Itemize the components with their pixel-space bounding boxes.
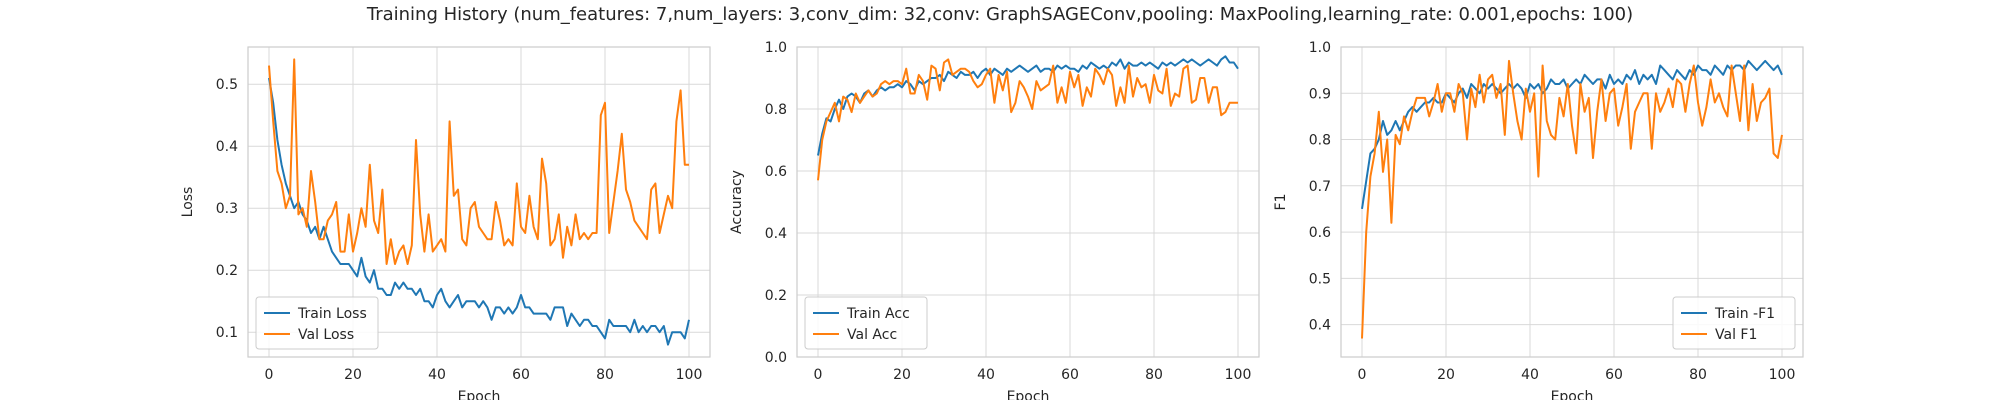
x-tick-label: 60 xyxy=(1061,367,1079,383)
x-axis-label: Epoch xyxy=(1007,389,1050,400)
x-tick-label: 20 xyxy=(893,367,911,383)
legend-label: Train Loss xyxy=(297,306,367,322)
x-tick-label: 80 xyxy=(1689,367,1707,383)
x-tick-label: 40 xyxy=(1521,367,1539,383)
x-tick-label: 100 xyxy=(676,367,703,383)
series-line-val xyxy=(1361,59,1783,339)
legend-box xyxy=(1672,296,1796,350)
chart-panel-1: 0 20 40 60 80 100 0.1 0.2 0.3 0.4 0.5 Epoch Loss Trai… xyxy=(180,46,711,400)
series-line-val xyxy=(268,58,689,265)
y-tick-label: 1.0 xyxy=(1309,40,1331,56)
x-tick-label: 20 xyxy=(344,367,362,383)
x-tick-label: 100 xyxy=(1769,367,1796,383)
plot-frame xyxy=(796,46,1260,358)
series-line-val xyxy=(817,58,1238,181)
legend-label: Val Loss xyxy=(298,327,354,343)
chart-panel-3: 0 20 40 60 80 100 0.4 0.5 0.6 0.7 0.8 0.9 1.0 Epoch F1… xyxy=(1273,40,1804,400)
x-axis-label: Epoch xyxy=(458,389,501,400)
legend: Train Acc Val Acc xyxy=(804,296,928,350)
y-tick-label: 0.2 xyxy=(216,263,238,279)
y-tick-label: 0.5 xyxy=(1309,271,1331,287)
y-tick-label: 0.8 xyxy=(1309,133,1331,149)
legend-label: Train Acc xyxy=(846,306,910,322)
legend-box xyxy=(804,296,928,350)
y-tick-label: 0.6 xyxy=(765,164,787,180)
series-line-train xyxy=(268,77,690,346)
x-tick-label: 40 xyxy=(977,367,995,383)
y-tick-label: 0.5 xyxy=(216,77,238,93)
y-tick-label: 0.3 xyxy=(216,201,238,217)
y-tick-label: 0.1 xyxy=(216,325,238,341)
legend: Train Loss Val Loss xyxy=(255,296,379,350)
figure-title: Training History (num_features: 7,num_la… xyxy=(366,4,1634,25)
y-tick-label: 0.2 xyxy=(765,288,787,304)
chart-panel-2: 0 20 40 60 80 100 0.0 0.2 0.4 0.6 0.8 1.0 Epoch Accur… xyxy=(729,40,1260,400)
y-tick-label: 0.8 xyxy=(765,102,787,118)
legend-label: Train -F1 xyxy=(1714,306,1775,322)
series-line-train xyxy=(1361,59,1783,210)
y-tick-label: 0.0 xyxy=(765,350,787,366)
y-axis-label: F1 xyxy=(1273,194,1289,211)
x-tick-label: 100 xyxy=(1225,367,1252,383)
x-tick-label: 80 xyxy=(1145,367,1163,383)
y-tick-label: 0.7 xyxy=(1309,179,1331,195)
y-tick-label: 0.4 xyxy=(765,226,787,242)
y-axis-label: Accuracy xyxy=(729,170,745,234)
x-tick-label: 20 xyxy=(1437,367,1455,383)
legend-box xyxy=(255,296,379,350)
x-tick-label: 60 xyxy=(1605,367,1623,383)
y-tick-label: 0.9 xyxy=(1309,86,1331,102)
legend-label: Val Acc xyxy=(847,327,897,343)
series-line-train xyxy=(817,55,1239,156)
plot-frame xyxy=(247,46,711,358)
y-axis-label: Loss xyxy=(180,187,196,218)
x-tick-label: 0 xyxy=(814,367,823,383)
x-tick-label: 0 xyxy=(1358,367,1367,383)
y-tick-label: 0.4 xyxy=(216,139,238,155)
x-tick-label: 80 xyxy=(596,367,614,383)
x-tick-label: 40 xyxy=(428,367,446,383)
y-tick-label: 0.6 xyxy=(1309,225,1331,241)
x-tick-label: 0 xyxy=(265,367,274,383)
legend: Train -F1 Val F1 xyxy=(1672,296,1796,350)
x-tick-label: 60 xyxy=(512,367,530,383)
y-tick-label: 1.0 xyxy=(765,40,787,56)
legend-label: Val F1 xyxy=(1715,327,1757,343)
y-tick-label: 0.4 xyxy=(1309,318,1331,334)
x-axis-label: Epoch xyxy=(1551,389,1594,400)
plot-frame xyxy=(1340,46,1804,358)
